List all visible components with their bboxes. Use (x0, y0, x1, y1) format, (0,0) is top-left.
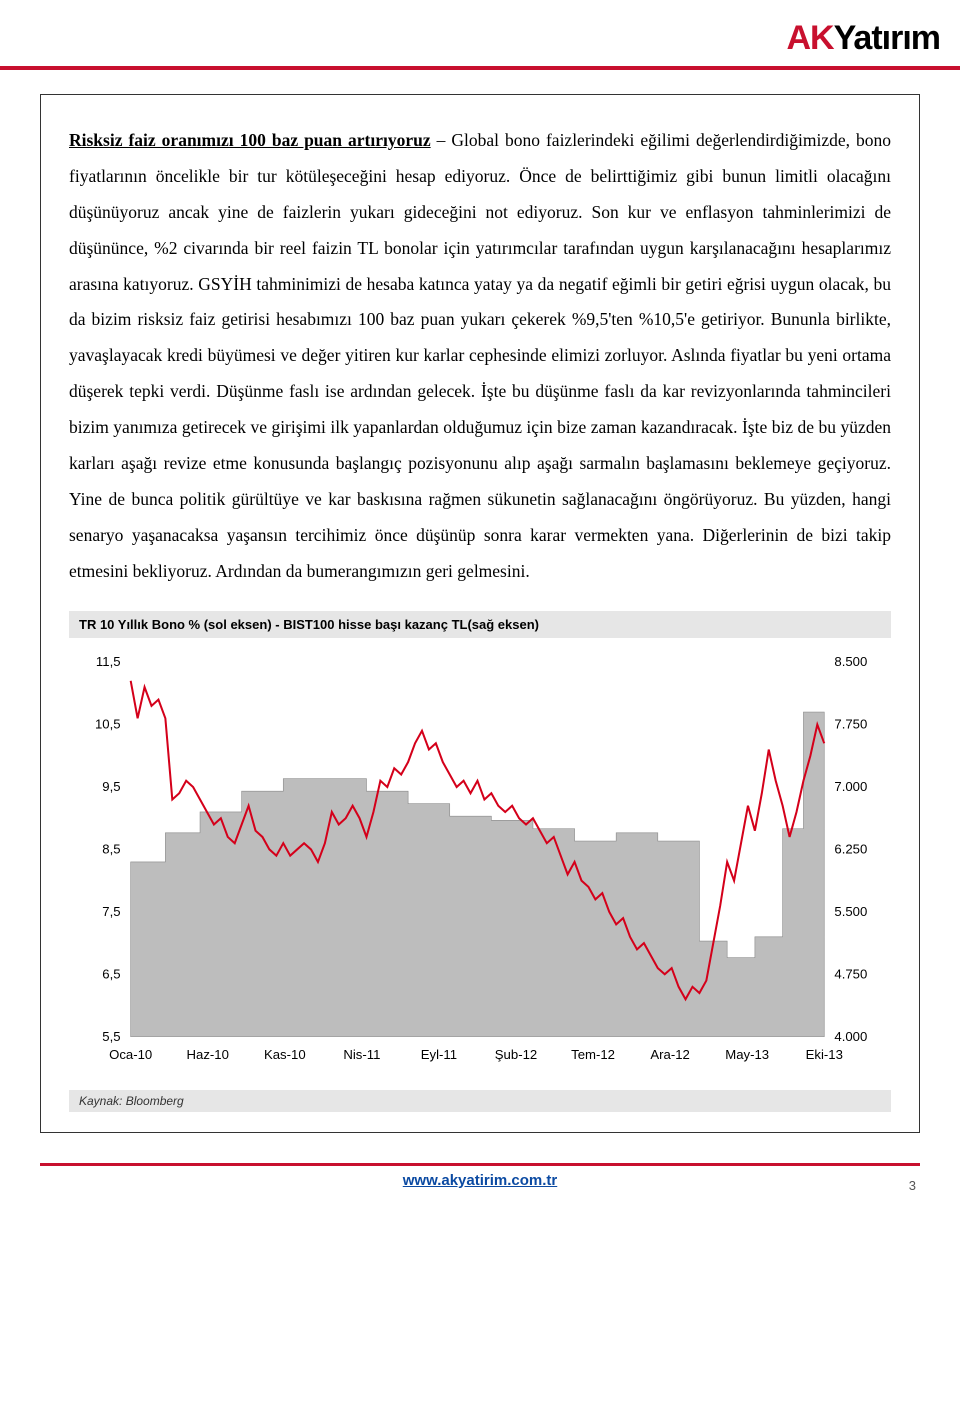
svg-text:May-13: May-13 (725, 1047, 769, 1062)
svg-text:6.250: 6.250 (834, 842, 867, 857)
svg-text:Eyl-11: Eyl-11 (421, 1047, 457, 1062)
page: AKYatırım Risksiz faiz oranımızı 100 baz… (0, 0, 960, 1219)
company-logo: AKYatırım (787, 19, 941, 58)
svg-text:9,5: 9,5 (102, 779, 120, 794)
logo-part-1: AK (787, 19, 834, 58)
footer: www.akyatirim.com.tr 3 (0, 1166, 960, 1189)
svg-text:Şub-12: Şub-12 (495, 1047, 537, 1062)
svg-text:7.000: 7.000 (834, 779, 867, 794)
svg-text:8.500: 8.500 (834, 655, 867, 670)
logo-part-2: Yatırım (834, 19, 940, 58)
chart-container: 11,5 10,5 9,5 8,5 7,5 6,5 5,5 8.500 7.750 7.000 6.… (69, 638, 891, 1083)
svg-text:11,5: 11,5 (96, 655, 121, 670)
svg-text:Haz-10: Haz-10 (187, 1047, 229, 1062)
body-paragraph: Risksiz faiz oranımızı 100 baz puan artı… (69, 123, 891, 589)
svg-text:Tem-12: Tem-12 (571, 1047, 615, 1062)
footer-link[interactable]: www.akyatirim.com.tr (403, 1172, 558, 1189)
svg-text:5,5: 5,5 (102, 1029, 120, 1044)
svg-text:7.750: 7.750 (834, 717, 867, 732)
svg-text:5.500: 5.500 (834, 904, 867, 919)
svg-text:7,5: 7,5 (102, 904, 120, 919)
svg-text:4.750: 4.750 (834, 967, 867, 982)
header: AKYatırım (0, 0, 960, 70)
paragraph-lead: Risksiz faiz oranımızı 100 baz puan artı… (69, 130, 431, 150)
svg-text:Ara-12: Ara-12 (650, 1047, 690, 1062)
svg-text:Kas-10: Kas-10 (264, 1047, 306, 1062)
svg-text:8,5: 8,5 (102, 842, 120, 857)
svg-text:Eki-13: Eki-13 (806, 1047, 843, 1062)
svg-text:Nis-11: Nis-11 (343, 1047, 380, 1062)
svg-text:4.000: 4.000 (834, 1029, 867, 1044)
bond-chart: 11,5 10,5 9,5 8,5 7,5 6,5 5,5 8.500 7.750 7.000 6.… (75, 652, 885, 1077)
chart-source: Kaynak: Bloomberg (69, 1090, 891, 1112)
paragraph-body: – Global bono faizlerindeki eğilimi değe… (69, 130, 891, 581)
svg-text:10,5: 10,5 (95, 717, 121, 732)
svg-text:6,5: 6,5 (102, 967, 120, 982)
page-number: 3 (909, 1178, 916, 1193)
content-box: Risksiz faiz oranımızı 100 baz puan artı… (40, 94, 920, 1133)
svg-text:Oca-10: Oca-10 (109, 1047, 152, 1062)
chart-title: TR 10 Yıllık Bono % (sol eksen) - BIST10… (69, 611, 891, 638)
